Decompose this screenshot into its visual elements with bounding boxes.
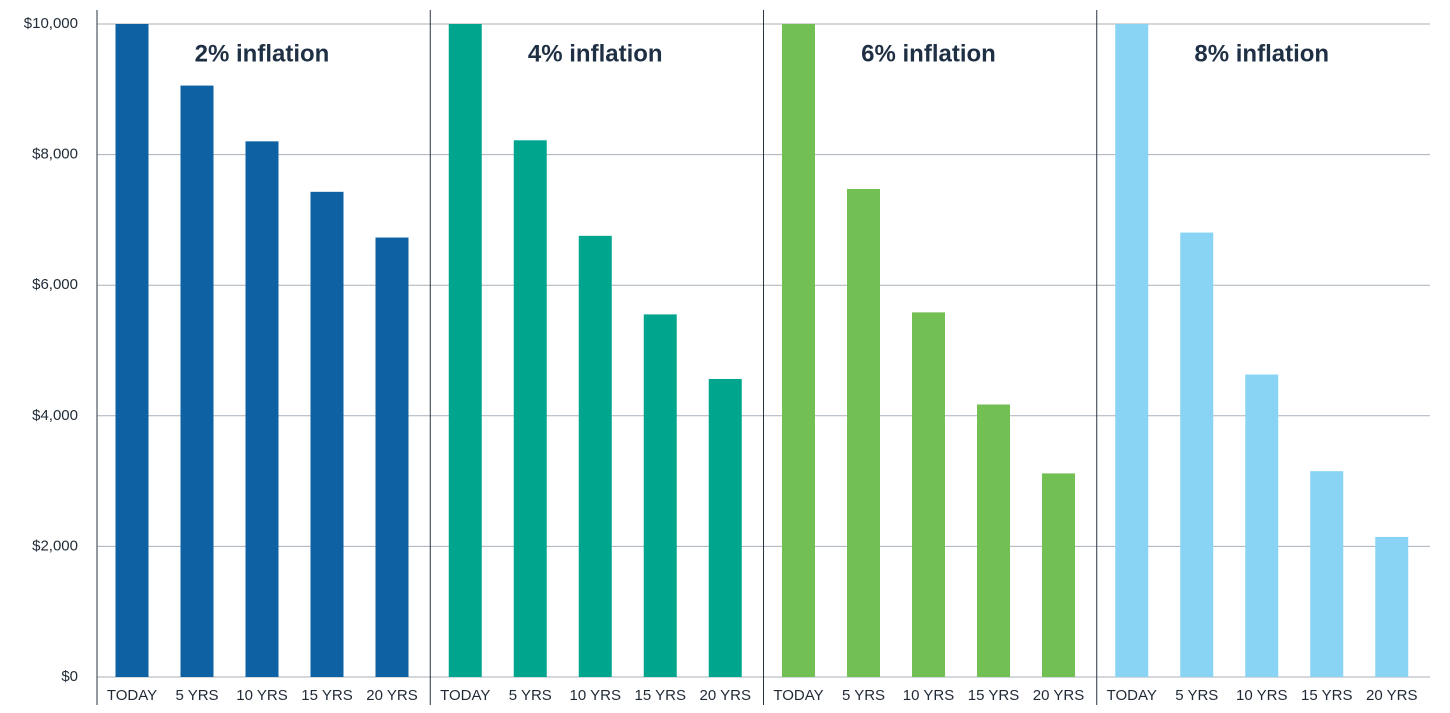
y-tick-label: $8,000: [32, 146, 78, 163]
x-tick-label: 15 YRS: [968, 687, 1019, 704]
bar: [578, 235, 612, 678]
x-tick-label: 5 YRS: [509, 687, 552, 704]
bar: [1180, 232, 1214, 677]
bar: [448, 24, 482, 677]
x-tick-label: 10 YRS: [570, 687, 621, 704]
x-tick-label: 15 YRS: [1301, 687, 1352, 704]
x-tick-label: 5 YRS: [842, 687, 885, 704]
bar: [1245, 374, 1279, 677]
x-tick-label: 20 YRS: [366, 687, 417, 704]
bar: [115, 24, 149, 677]
x-tick-label: 5 YRS: [175, 687, 218, 704]
y-tick-label: $0: [61, 668, 78, 685]
y-tick-label: $6,000: [32, 276, 78, 293]
bar: [375, 237, 409, 677]
x-tick-label: 10 YRS: [236, 687, 287, 704]
y-tick-label: $4,000: [32, 407, 78, 424]
x-tick-label: 20 YRS: [700, 687, 751, 704]
x-tick-label: 5 YRS: [1175, 687, 1218, 704]
bar: [1310, 471, 1344, 677]
x-tick-label: 15 YRS: [635, 687, 686, 704]
panel-title: 8% inflation: [1194, 40, 1329, 67]
x-tick-label: 20 YRS: [1033, 687, 1084, 704]
x-tick-label: 15 YRS: [301, 687, 352, 704]
bar: [847, 189, 880, 677]
bar: [912, 312, 945, 677]
bar: [1375, 536, 1409, 677]
panel-title: 4% inflation: [528, 40, 663, 67]
y-tick-label: $2,000: [32, 537, 78, 554]
x-tick-label: TODAY: [107, 687, 157, 704]
x-tick-label: TODAY: [1107, 687, 1157, 704]
bar: [1042, 473, 1075, 677]
x-tick-label: 10 YRS: [903, 687, 954, 704]
bar: [180, 85, 214, 678]
x-tick-label: 10 YRS: [1236, 687, 1287, 704]
bar: [310, 191, 344, 678]
bar: [245, 141, 279, 677]
panel-title: 2% inflation: [195, 40, 330, 67]
panel-title: 6% inflation: [861, 40, 996, 67]
x-tick-label: TODAY: [440, 687, 490, 704]
bar: [708, 378, 742, 677]
x-tick-label: 20 YRS: [1366, 687, 1417, 704]
bar: [782, 24, 815, 677]
y-tick-label: $10,000: [24, 15, 78, 32]
bar: [513, 140, 547, 677]
x-tick-label: TODAY: [773, 687, 823, 704]
bar: [977, 404, 1010, 677]
bar: [643, 314, 677, 677]
bar: [1115, 24, 1149, 677]
